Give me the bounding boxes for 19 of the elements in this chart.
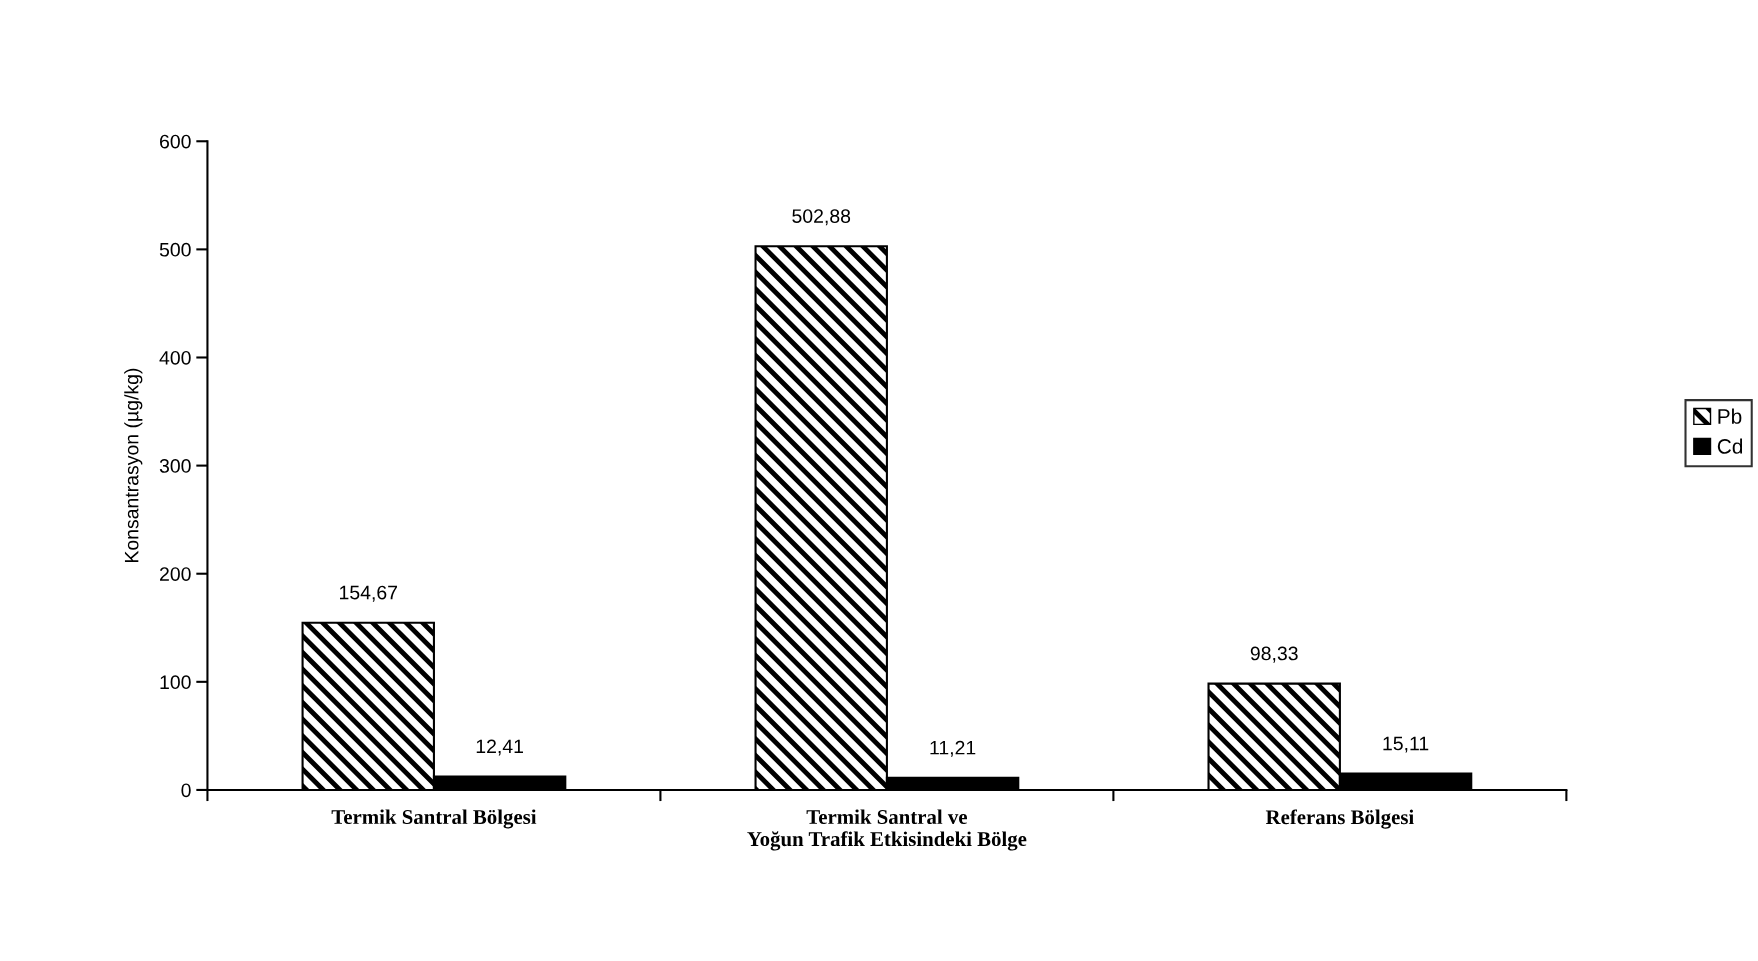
- y-tick-label: 300: [159, 459, 191, 473]
- y-axis-title: Konsantrasyon (µg/kg): [124, 368, 143, 563]
- legend-label: Pb: [1718, 408, 1742, 424]
- data-label: 98,33: [1250, 646, 1298, 663]
- x-tick-label: Termik Santral Bölgesi: [331, 809, 537, 829]
- x-tick-label: Termik Santral ve Yoğun Trafik Etkisindeki Bölge: [747, 809, 1027, 851]
- y-tick-label: 0: [181, 783, 191, 798]
- y-tick-label: 600: [160, 134, 191, 149]
- y-tick-label: 500: [159, 242, 191, 257]
- data-label: 502,88: [792, 209, 851, 226]
- y-tick-label: 400: [159, 350, 191, 365]
- legend-label: Cd: [1717, 438, 1743, 454]
- x-tick-label: Referans Bölgesi: [1265, 809, 1414, 829]
- y-tick-label: 200: [160, 567, 191, 581]
- data-label: 15,11: [1383, 736, 1429, 753]
- data-label: 154,67: [340, 585, 398, 602]
- y-tick-label: 100: [160, 675, 191, 690]
- data-label: 11,21: [930, 740, 976, 757]
- data-label: 12,41: [476, 739, 523, 756]
